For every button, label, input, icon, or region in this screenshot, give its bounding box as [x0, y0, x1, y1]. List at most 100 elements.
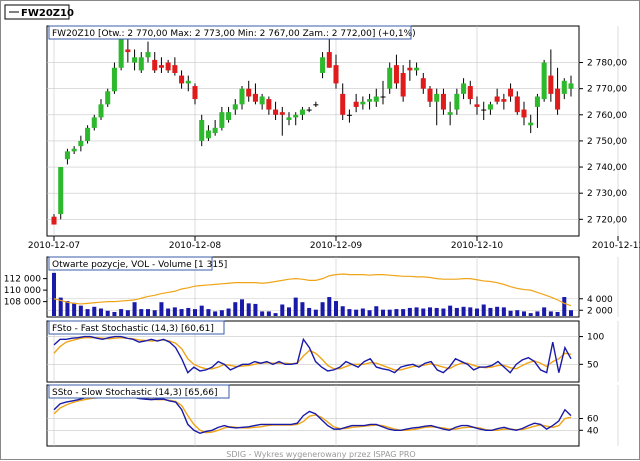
candle-body — [246, 88, 252, 97]
volume-bar — [313, 309, 318, 316]
volume-bar — [374, 306, 379, 316]
volume-bar — [139, 309, 144, 316]
volume-bar — [266, 311, 271, 316]
volume-bar — [246, 303, 251, 316]
volume-bar — [179, 309, 184, 316]
candle-body — [192, 86, 198, 100]
candle-body — [367, 99, 373, 102]
volume-bar — [542, 307, 547, 316]
candle-body — [232, 104, 238, 110]
volume-bars — [51, 272, 574, 316]
candle-body — [494, 96, 500, 102]
candle-body — [414, 67, 420, 71]
candle-body — [138, 57, 144, 71]
candle-body — [91, 117, 97, 128]
candle-body — [387, 67, 393, 89]
candle-body — [474, 104, 480, 107]
volume-bar — [474, 308, 480, 316]
candle-body — [434, 93, 440, 102]
date-tick-label: 2010-12-08 — [169, 241, 222, 251]
volume-bar — [421, 308, 426, 316]
volume-bar — [307, 307, 312, 316]
candle-body — [561, 80, 567, 94]
volume-bar — [92, 306, 97, 316]
price-panel-frame — [46, 25, 580, 237]
candle-body — [568, 83, 574, 89]
candle-body — [420, 78, 426, 89]
candle-body — [293, 114, 299, 118]
volume-bar — [293, 297, 298, 316]
volume-tick-label: 4 000 — [587, 295, 613, 305]
candle-body — [555, 88, 561, 110]
fast-stoch-y-axis: 50 100 — [579, 333, 604, 370]
candle-body — [71, 148, 77, 152]
candle-body — [487, 104, 493, 110]
candle-body — [407, 67, 413, 71]
volume-bar — [98, 308, 104, 316]
price-y-axis: 2 720,00 2 730,00 2 740,00 2 750,00 2 760,00… — [579, 59, 627, 225]
candle-body — [508, 88, 514, 97]
candle-body — [333, 65, 339, 84]
slow-stoch-tick-label: 60 — [587, 415, 599, 425]
candle-body — [320, 57, 326, 73]
volume-bar — [333, 301, 339, 316]
slow-stoch-panel-title: SSto - Slow Stochastic (14,3) [65,66] — [52, 388, 218, 398]
candle-body — [212, 127, 218, 134]
candle-body — [306, 109, 312, 111]
date-tick-label: 2010-12-13 — [592, 241, 640, 251]
open-interest-line — [53, 273, 572, 307]
candle-body — [467, 86, 473, 100]
volume-bar — [347, 309, 352, 316]
volume-bar — [51, 272, 57, 316]
candle-body — [440, 93, 446, 110]
oi-tick-label: 108 000 — [4, 298, 41, 308]
volume-bar — [367, 310, 372, 316]
date-tick-label: 2010-12-07 — [28, 241, 80, 251]
candle-body — [266, 99, 272, 110]
candle-body — [165, 62, 171, 71]
symbol-tab[interactable]: FW20Z10 — [4, 4, 74, 20]
volume-bar — [501, 307, 506, 316]
candle-body — [427, 88, 433, 102]
candle-body — [346, 114, 352, 116]
candle-body — [158, 65, 164, 68]
candle-body — [286, 117, 292, 121]
volume-bar — [119, 309, 124, 316]
volume-bar — [65, 301, 70, 316]
candle-body — [501, 99, 507, 102]
candle-body — [528, 122, 534, 126]
volume-bar — [186, 307, 191, 316]
price-tick-label: 2 750,00 — [587, 137, 627, 147]
candle-body — [98, 104, 104, 118]
volume-bar — [192, 309, 198, 316]
date-tick-label: 2010-12-10 — [451, 241, 504, 251]
oi-tick-label: 112 000 — [4, 275, 41, 285]
volume-bar — [172, 307, 177, 316]
volume-bar — [380, 309, 386, 316]
candle-body — [105, 91, 111, 105]
candle-body — [279, 112, 285, 115]
slow-stoch-title-box — [48, 384, 230, 399]
candle-body — [541, 62, 547, 100]
volume-bar — [461, 306, 466, 316]
candle-body — [299, 109, 305, 115]
volume-bar — [468, 307, 473, 316]
volume-bar — [427, 307, 433, 316]
volume-bar — [454, 307, 459, 316]
candle-body — [400, 72, 406, 97]
candle-body — [226, 112, 232, 121]
volume-bar — [233, 302, 238, 316]
candle-body — [548, 75, 554, 94]
candle-body — [132, 57, 138, 63]
candle-body — [239, 88, 245, 105]
candle-body — [521, 109, 527, 118]
price-candles — [51, 31, 574, 225]
candle-body — [199, 120, 205, 141]
volume-bar — [273, 313, 278, 316]
volume-bar — [508, 310, 513, 316]
candle-body — [64, 151, 70, 160]
volume-bar — [555, 311, 560, 316]
candle-body — [273, 109, 279, 115]
